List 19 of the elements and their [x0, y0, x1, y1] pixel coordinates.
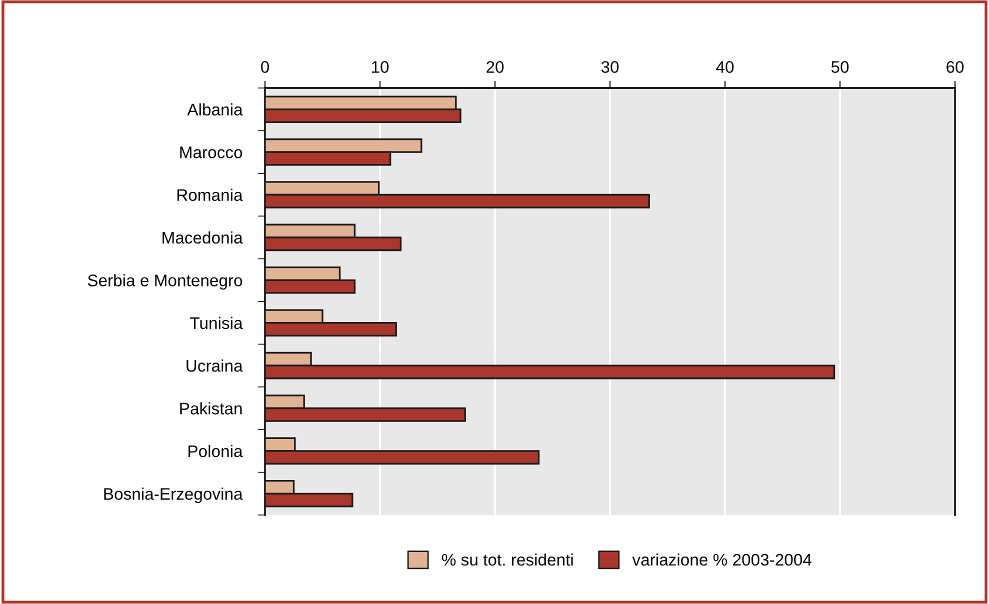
x-tick-label: 20 [486, 61, 504, 73]
y-tick-label: Albania [187, 103, 243, 116]
y-tick-label: Bosnia-Erzegovina [104, 488, 243, 504]
y-tick-label: Pakistan [180, 402, 242, 414]
x-tick-label: 0 [261, 61, 269, 73]
x-tick-label: 40 [716, 61, 734, 73]
y-tick-label: Ucraina [186, 360, 243, 372]
x-tick-label: 50 [831, 61, 849, 73]
y-tick-label: Macedonia [162, 231, 243, 244]
y-tick-label: Marocco [180, 146, 242, 158]
x-tick-label: 30 [601, 61, 619, 73]
x-tick-label: 10 [372, 61, 389, 73]
legend-label: variazione % 2003-2004 [632, 553, 812, 566]
y-tick-label: Tunisia [190, 316, 243, 330]
y-tick-label: Polonia [188, 444, 243, 458]
legend-label: % su tot. residenti [442, 553, 573, 566]
y-tick-label: Serbia e Montenegro [88, 274, 242, 290]
y-tick-label: Romania [177, 188, 243, 201]
x-tick-label: 60 [946, 61, 964, 73]
